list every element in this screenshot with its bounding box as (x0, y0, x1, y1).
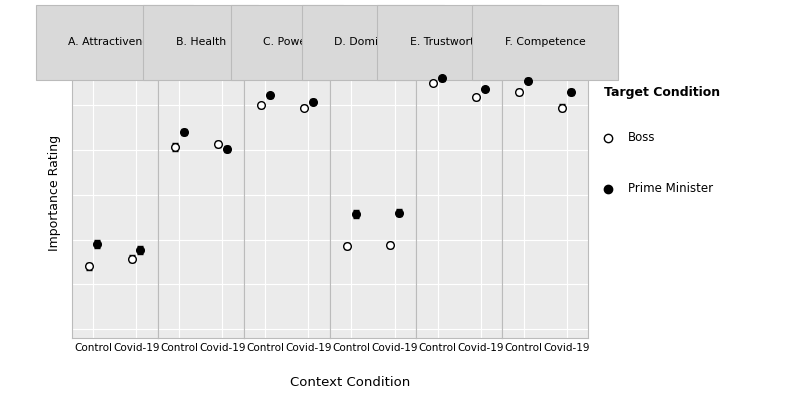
Text: E. Trustworthiness: E. Trustworthiness (409, 37, 509, 47)
Text: Boss: Boss (628, 131, 656, 144)
Text: D. Dominance: D. Dominance (335, 37, 412, 47)
Text: Context Condition: Context Condition (289, 376, 410, 389)
Text: F. Competence: F. Competence (505, 37, 586, 47)
Text: A. Attractiveness: A. Attractiveness (68, 37, 161, 47)
Text: Prime Minister: Prime Minister (628, 182, 713, 195)
Text: B. Health: B. Health (176, 37, 226, 47)
Text: Target Condition: Target Condition (604, 86, 720, 99)
Y-axis label: Importance Rating: Importance Rating (48, 134, 61, 251)
Text: C. Power: C. Power (263, 37, 311, 47)
